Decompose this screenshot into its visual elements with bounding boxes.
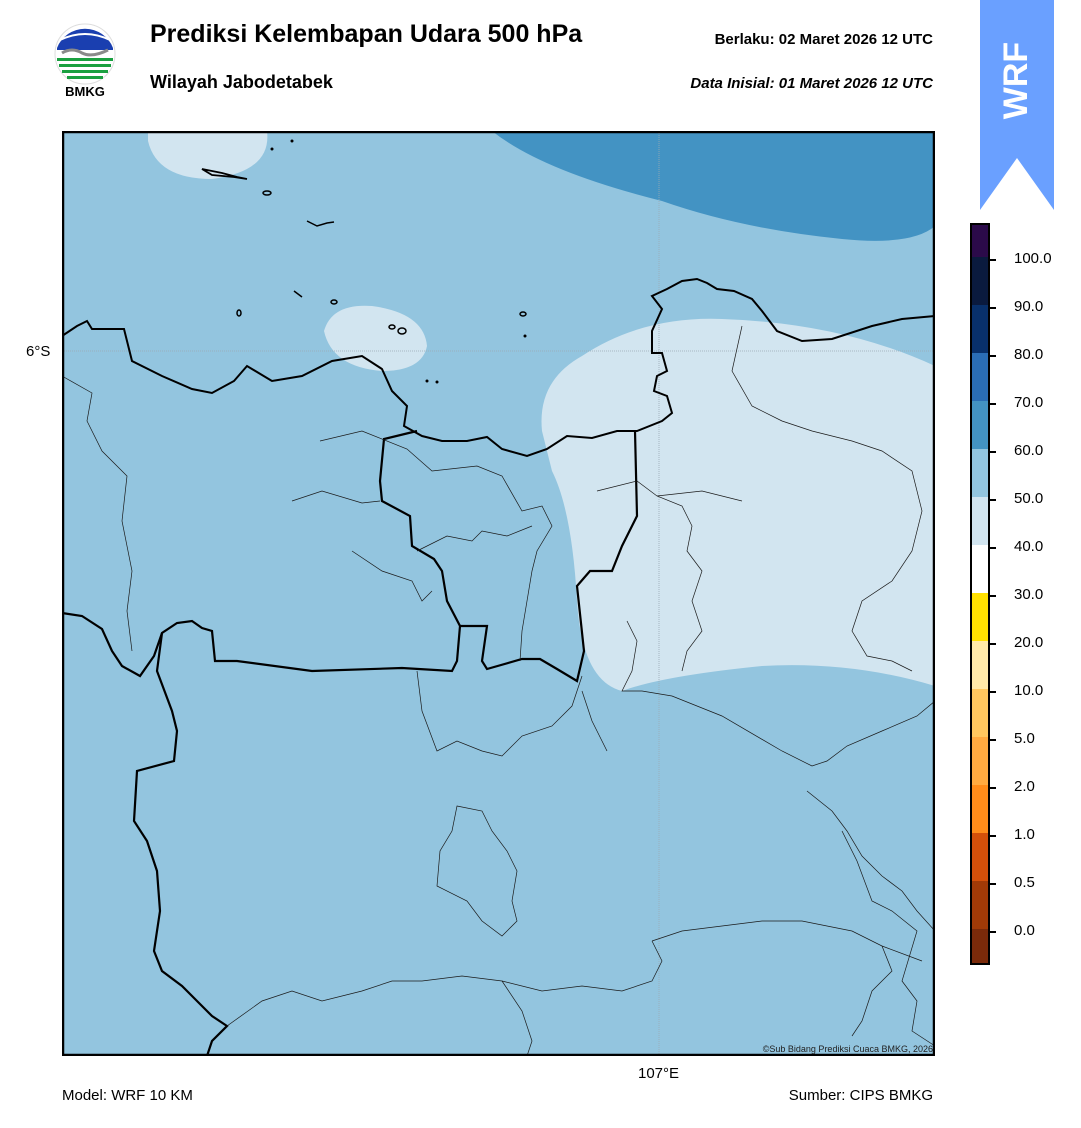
humidity-field-50-60-a — [148, 131, 268, 179]
colorbar-segment — [970, 929, 990, 965]
colorbar-tick-label: 50.0 — [1014, 490, 1044, 507]
colorbar-segment — [970, 497, 990, 545]
colorbar-tick — [990, 403, 996, 405]
colorbar-segment — [970, 353, 990, 401]
humidity-field-50-60-b — [324, 305, 427, 371]
colorbar-segment — [970, 401, 990, 449]
model-label: Model: WRF 10 KM — [62, 1087, 193, 1104]
colorbar-tick-label: 100.0 — [1014, 250, 1052, 267]
colorbar-tick-label: 0.5 — [1014, 874, 1035, 891]
colorbar-tick-label: 30.0 — [1014, 586, 1044, 603]
colorbar-tick-label: 5.0 — [1014, 730, 1035, 747]
colorbar-segment — [970, 449, 990, 497]
colorbar-tick — [990, 499, 996, 501]
colorbar-tick-label: 0.0 — [1014, 922, 1035, 939]
colorbar-tick — [990, 547, 996, 549]
colorbar-tick — [990, 691, 996, 693]
colorbar-segment — [970, 257, 990, 305]
bmkg-logo-icon — [54, 23, 116, 85]
colorbar-segment — [970, 833, 990, 881]
colorbar-segment — [970, 737, 990, 785]
colorbar-tick — [990, 643, 996, 645]
colorbar-tick — [990, 931, 996, 933]
colorbar-segment — [970, 223, 990, 257]
source-label: Sumber: CIPS BMKG — [788, 1087, 933, 1104]
longitude-label: 107°E — [638, 1065, 680, 1082]
colorbar-tick — [990, 883, 996, 885]
colorbar-tick-label: 40.0 — [1014, 538, 1044, 555]
colorbar — [970, 223, 990, 965]
colorbar-tick-label: 90.0 — [1014, 298, 1044, 315]
logo-text: BMKG — [65, 84, 105, 99]
colorbar-tick — [990, 739, 996, 741]
colorbar-segment — [970, 641, 990, 689]
initial-time: Data Inisial: 01 Maret 2026 12 UTC — [690, 75, 933, 92]
colorbar-tick — [990, 259, 996, 261]
colorbar-tick — [990, 595, 996, 597]
colorbar-tick — [990, 307, 996, 309]
colorbar-segment — [970, 689, 990, 737]
colorbar-tick-label: 60.0 — [1014, 442, 1044, 459]
humidity-field-70-80 — [492, 131, 935, 241]
humidity-map — [62, 131, 935, 1056]
colorbar-tick-label: 10.0 — [1014, 682, 1044, 699]
colorbar-tick-label: 1.0 — [1014, 826, 1035, 843]
colorbar-segment — [970, 593, 990, 641]
colorbar-tick — [990, 451, 996, 453]
colorbar-tick-label: 80.0 — [1014, 346, 1044, 363]
wrf-badge — [980, 0, 1054, 210]
colorbar-tick — [990, 355, 996, 357]
colorbar-tick-label: 2.0 — [1014, 778, 1035, 795]
colorbar-tick-label: 20.0 — [1014, 634, 1044, 651]
colorbar-segment — [970, 785, 990, 833]
colorbar-tick — [990, 835, 996, 837]
map-title: Prediksi Kelembapan Udara 500 hPa — [150, 20, 583, 48]
copyright-notice: ©Sub Bidang Prediksi Cuaca BMKG, 2026 — [762, 1044, 933, 1054]
latitude-label: 6°S — [26, 343, 51, 360]
map-subtitle: Wilayah Jabodetabek — [150, 72, 333, 92]
colorbar-segment — [970, 545, 990, 593]
humidity-field-50-60-c — [541, 318, 935, 691]
colorbar-tick-label: 70.0 — [1014, 394, 1044, 411]
valid-time: Berlaku: 02 Maret 2026 12 UTC — [714, 31, 933, 48]
colorbar-tick — [990, 787, 996, 789]
colorbar-segment — [970, 305, 990, 353]
wrf-badge-label: WRF — [997, 41, 1036, 119]
colorbar-segment — [970, 881, 990, 929]
